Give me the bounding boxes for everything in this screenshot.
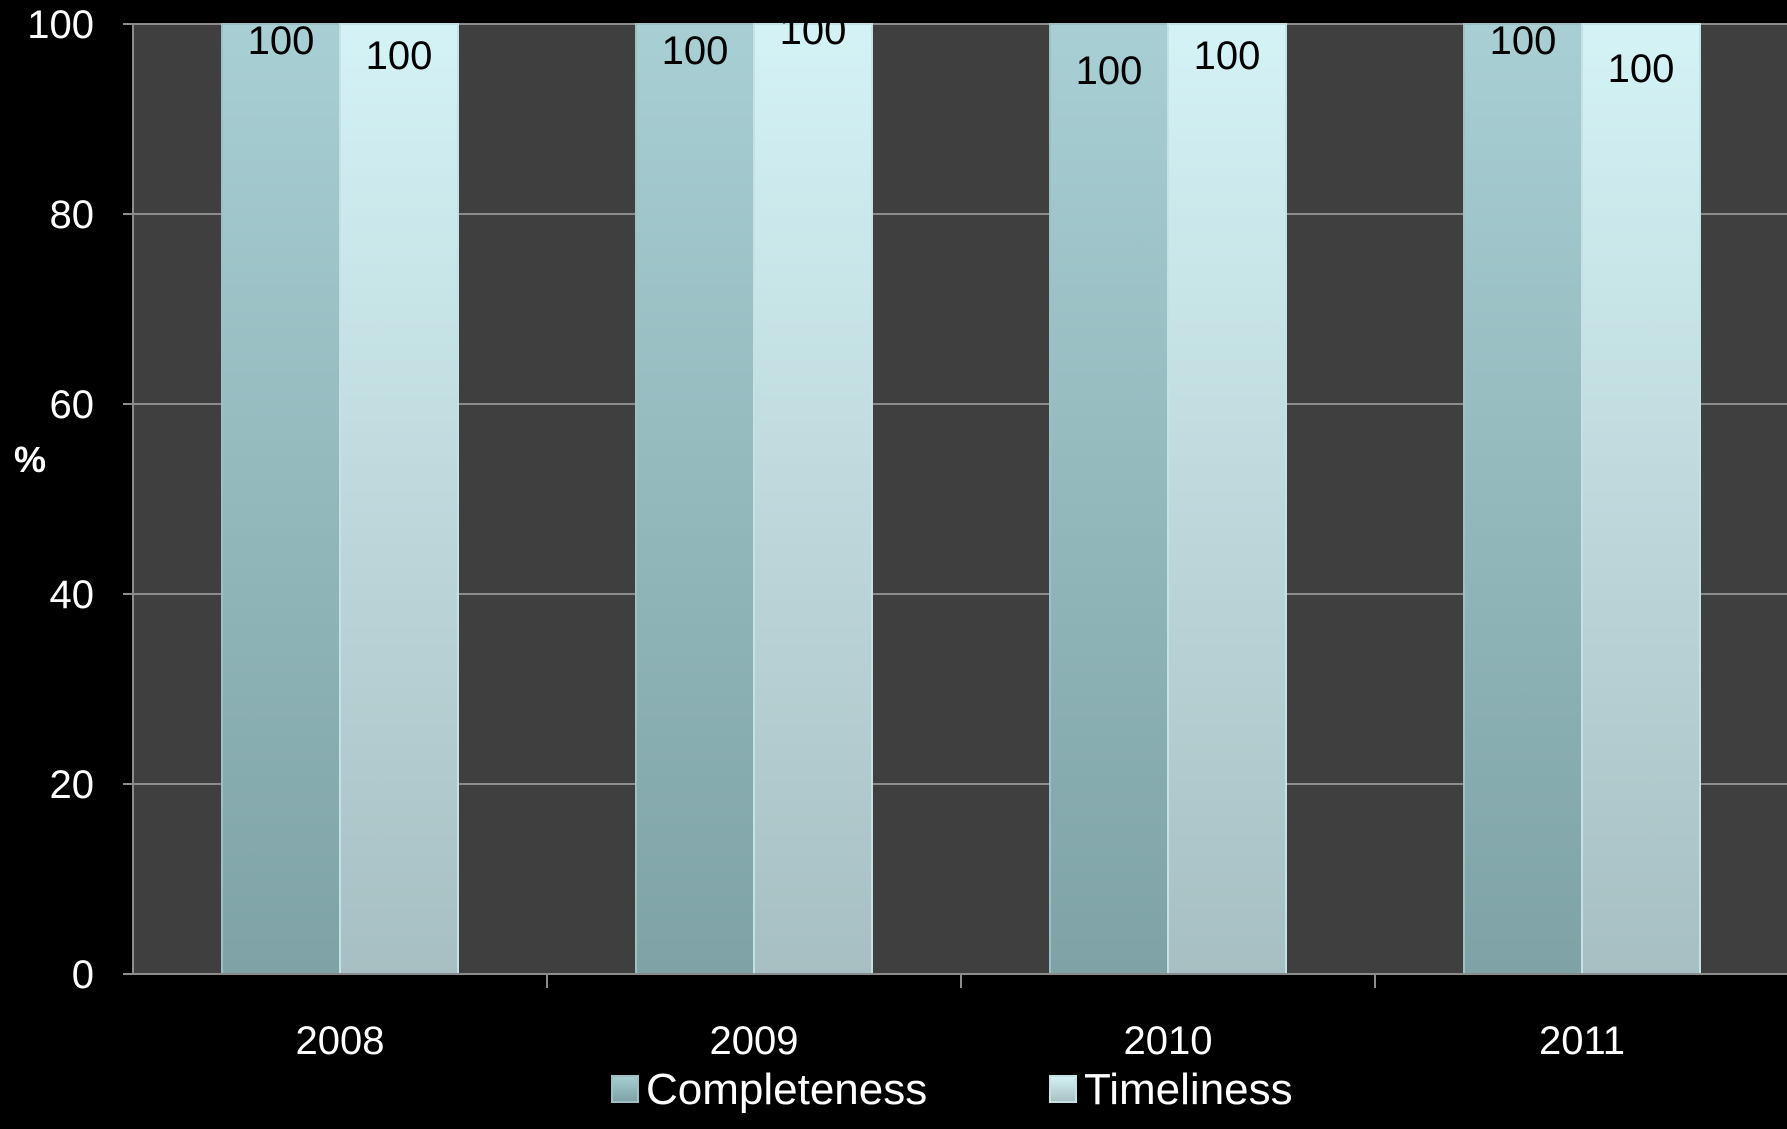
bar-timeliness-2008 [339, 23, 459, 975]
y-axis-title: % [14, 439, 46, 480]
labels: 0 20 40 60 80 100 2008 100 100 2009 100 100 2010 100 1… [27, 3, 1674, 1063]
data-label: 100 [1194, 34, 1261, 78]
bar-completeness-2008 [221, 23, 341, 975]
y-tick-label: 80 [50, 193, 95, 237]
bar-timeliness-2011 [1581, 23, 1701, 975]
legend-label-completeness: Completeness [646, 1065, 927, 1114]
y-tick-label: 0 [72, 953, 94, 997]
data-label: 100 [780, 9, 847, 53]
data-label: 100 [1076, 49, 1143, 93]
bar-completeness-2009 [635, 23, 755, 975]
bar-completeness-2011 [1463, 23, 1583, 975]
data-label: 100 [662, 29, 729, 73]
legend-swatch-timeliness [1049, 1075, 1077, 1103]
y-tick-label: 100 [27, 3, 94, 47]
legend: Completeness Timeliness [611, 1065, 1293, 1114]
bar-completeness-2010 [1049, 23, 1169, 975]
data-label: 100 [366, 34, 433, 78]
data-label: 100 [248, 19, 315, 63]
x-tick-label: 2008 [296, 1019, 385, 1063]
x-tick-label: 2010 [1124, 1019, 1213, 1063]
legend-swatch-completeness [611, 1075, 639, 1103]
data-label: 100 [1608, 47, 1675, 91]
x-tick-label: 2011 [1539, 1019, 1625, 1063]
x-tick-label: 2009 [710, 1019, 799, 1063]
y-tick-label: 20 [50, 763, 95, 807]
y-tick-label: 60 [50, 383, 95, 427]
y-tick-label: 40 [50, 573, 95, 617]
legend-label-timeliness: Timeliness [1084, 1065, 1293, 1114]
bar-timeliness-2010 [1167, 23, 1287, 975]
data-label: 100 [1490, 19, 1557, 63]
axes [123, 23, 1787, 988]
bar-timeliness-2009 [753, 23, 873, 975]
bars [221, 23, 1701, 975]
